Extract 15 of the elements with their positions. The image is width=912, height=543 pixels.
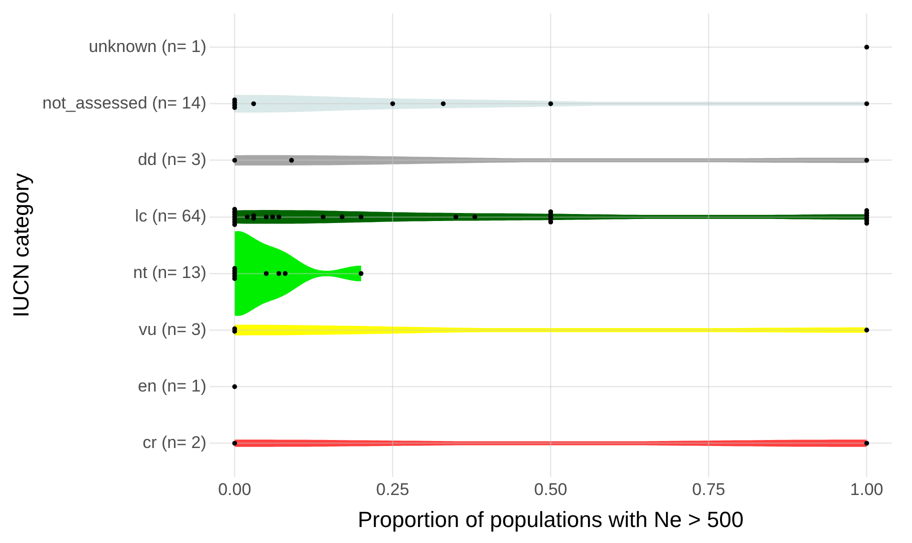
y-tick-label: nt (n= 13): [133, 263, 206, 282]
x-tick-label: 0.25: [376, 480, 410, 500]
y-tick-label: dd (n= 3): [138, 150, 206, 170]
y-tick-label: not_assessed (n= 14): [42, 93, 206, 112]
x-tick-label: 1.00: [850, 480, 884, 500]
y-axis-title: IUCN category: [8, 173, 34, 318]
y-tick-label: lc (n= 64): [135, 206, 206, 226]
x-tick-label: 0.00: [218, 480, 252, 500]
x-tick-label: 0.50: [534, 480, 568, 500]
y-tick-label: en (n= 1): [138, 376, 206, 396]
y-tick-label: vu (n= 3): [138, 320, 206, 339]
y-tick-label: cr (n= 2): [142, 432, 206, 452]
y-tick-label: unknown (n= 1): [88, 36, 206, 56]
x-axis-title: Proportion of populations with Ne > 500: [358, 506, 744, 532]
x-tick-label: 0.75: [692, 480, 726, 500]
